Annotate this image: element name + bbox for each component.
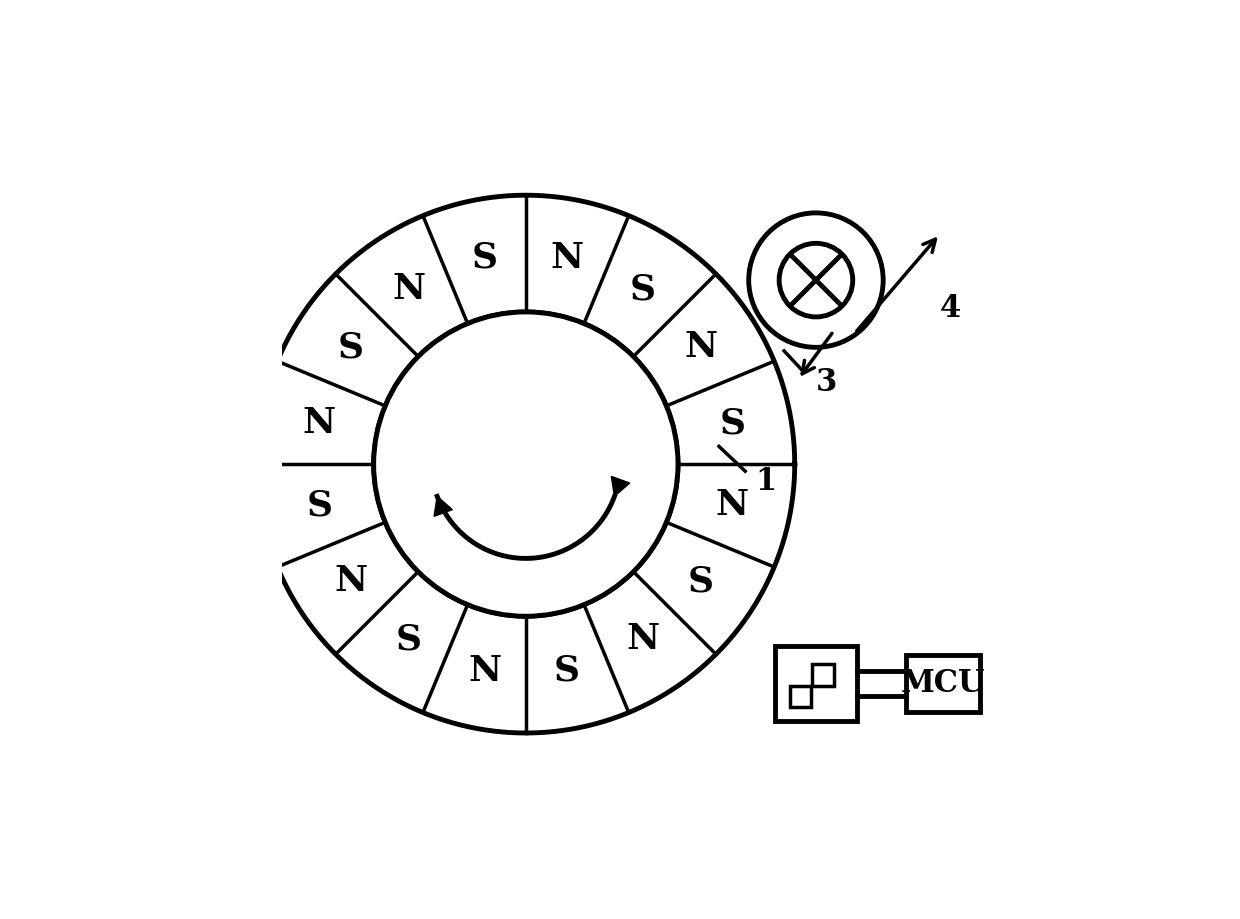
Text: N: N [303, 406, 336, 440]
Text: S: S [688, 564, 714, 598]
Polygon shape [611, 476, 630, 496]
Text: S: S [471, 241, 497, 275]
Text: 3: 3 [816, 368, 837, 398]
Text: S: S [554, 653, 580, 687]
Circle shape [373, 312, 678, 617]
Bar [790, 686, 811, 707]
Text: N: N [392, 272, 425, 306]
Bar [775, 646, 857, 720]
Text: 1: 1 [756, 466, 777, 497]
Text: S: S [337, 330, 363, 364]
Polygon shape [434, 496, 453, 516]
Text: N: N [551, 241, 584, 275]
Text: S: S [306, 488, 332, 522]
Bar [906, 655, 981, 711]
Circle shape [779, 244, 853, 317]
Text: 4: 4 [940, 293, 961, 323]
Text: MCU: MCU [901, 668, 986, 699]
Text: S: S [719, 406, 745, 440]
Text: N: N [684, 330, 718, 364]
Text: N: N [715, 488, 749, 522]
Text: S: S [630, 272, 656, 306]
Text: S: S [396, 622, 422, 656]
Text: N: N [626, 622, 660, 656]
Bar [812, 664, 833, 686]
Text: N: N [335, 564, 367, 598]
Text: N: N [469, 653, 501, 687]
Circle shape [749, 213, 883, 347]
